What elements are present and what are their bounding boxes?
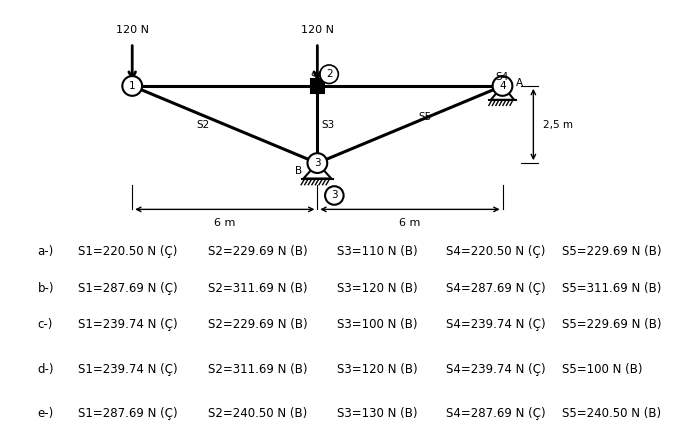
Text: 120 N: 120 N: [116, 25, 148, 35]
Text: S1=287.69 N (Ç): S1=287.69 N (Ç): [78, 282, 178, 295]
Text: S5=100 N (B): S5=100 N (B): [562, 363, 642, 376]
Text: S3=110 N (B): S3=110 N (B): [337, 245, 417, 258]
Text: S4=220.50 N (Ç): S4=220.50 N (Ç): [446, 245, 545, 258]
Text: 1: 1: [129, 81, 136, 91]
Circle shape: [308, 153, 328, 173]
Text: 6 m: 6 m: [399, 218, 421, 228]
Text: S1=287.69 N (Ç): S1=287.69 N (Ç): [78, 407, 178, 420]
Text: S1=220.50 N (Ç): S1=220.50 N (Ç): [78, 245, 178, 258]
Text: c-): c-): [37, 318, 53, 331]
Text: S3=120 N (B): S3=120 N (B): [337, 363, 417, 376]
Circle shape: [320, 65, 338, 84]
Text: 6 m: 6 m: [214, 218, 236, 228]
Text: S4=287.69 N (Ç): S4=287.69 N (Ç): [446, 282, 545, 295]
Text: S2=311.69 N (B): S2=311.69 N (B): [208, 282, 307, 295]
Text: S5=311.69 N (B): S5=311.69 N (B): [562, 282, 661, 295]
Text: S1: S1: [311, 72, 324, 82]
Text: S2: S2: [197, 120, 210, 129]
Text: 120 N: 120 N: [301, 25, 334, 35]
Text: 3: 3: [314, 158, 321, 168]
Text: S3=130 N (B): S3=130 N (B): [337, 407, 417, 420]
Text: B: B: [296, 166, 302, 176]
Text: A: A: [516, 78, 523, 88]
Text: S2=229.69 N (B): S2=229.69 N (B): [208, 318, 307, 331]
Text: S2=240.50 N (B): S2=240.50 N (B): [208, 407, 307, 420]
Text: S1=239.74 N (Ç): S1=239.74 N (Ç): [78, 318, 178, 331]
Text: S1=239.74 N (Ç): S1=239.74 N (Ç): [78, 363, 178, 376]
Text: S3=120 N (B): S3=120 N (B): [337, 282, 417, 295]
Circle shape: [492, 76, 512, 96]
Circle shape: [325, 186, 344, 205]
Text: S5=229.69 N (B): S5=229.69 N (B): [562, 318, 661, 331]
Text: 2,5 m: 2,5 m: [543, 120, 573, 129]
Text: e-): e-): [37, 407, 54, 420]
Polygon shape: [311, 79, 324, 93]
Text: 3: 3: [331, 191, 338, 201]
Text: b-): b-): [37, 282, 54, 295]
Text: S5: S5: [419, 112, 432, 122]
Text: 2: 2: [326, 69, 332, 79]
Polygon shape: [491, 86, 514, 100]
Text: S4=239.74 N (Ç): S4=239.74 N (Ç): [446, 318, 545, 331]
Text: S4: S4: [496, 72, 509, 82]
Text: 2: 2: [326, 69, 333, 79]
Text: S3=100 N (B): S3=100 N (B): [337, 318, 417, 331]
Polygon shape: [304, 163, 331, 179]
Text: S4=287.69 N (Ç): S4=287.69 N (Ç): [446, 407, 545, 420]
Text: d-): d-): [37, 363, 54, 376]
Text: 4: 4: [499, 81, 506, 91]
Text: a-): a-): [37, 245, 54, 258]
Text: S4=239.74 N (Ç): S4=239.74 N (Ç): [446, 363, 545, 376]
Text: S5=229.69 N (B): S5=229.69 N (B): [562, 245, 661, 258]
Text: S5=240.50 N (B): S5=240.50 N (B): [562, 407, 661, 420]
Text: S2=311.69 N (B): S2=311.69 N (B): [208, 363, 307, 376]
Circle shape: [123, 76, 142, 96]
Text: S2=229.69 N (B): S2=229.69 N (B): [208, 245, 307, 258]
Text: S3: S3: [321, 120, 335, 129]
